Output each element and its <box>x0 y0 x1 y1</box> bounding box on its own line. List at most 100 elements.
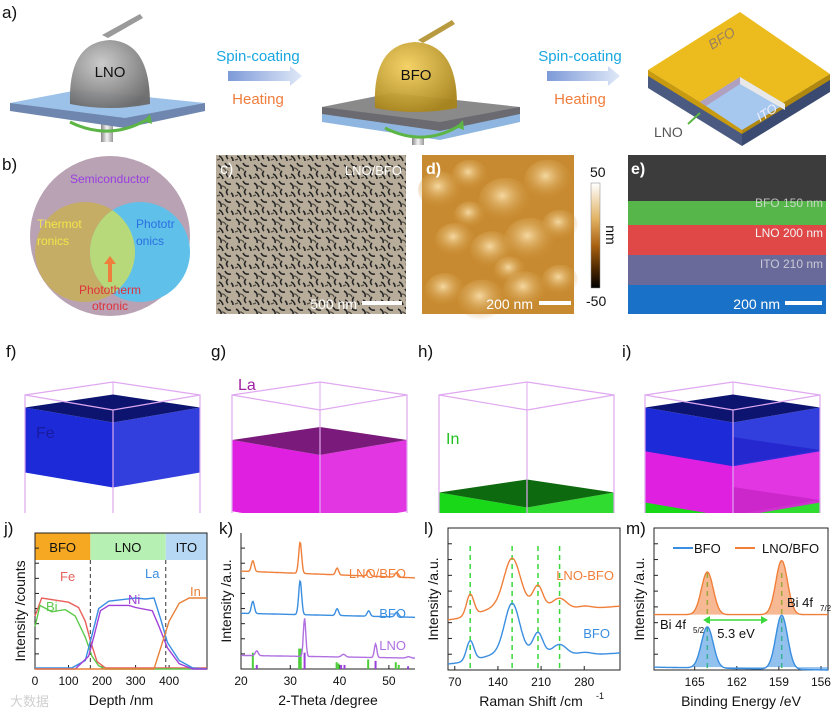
annotation-splitting: 5.3 eV <box>717 626 755 641</box>
series-line-lno-bfo <box>447 557 621 621</box>
x-tick-label: 70 <box>448 675 462 689</box>
chart-l: 70 140 210 280 Raman Shift /cm -1 Intensity /a… <box>425 527 621 709</box>
panel-label-k: k) <box>219 519 233 538</box>
afm-grain <box>542 209 578 241</box>
drop-label-bfo: BFO <box>401 67 432 84</box>
annotation-sub-52: 5/2 <box>693 626 705 635</box>
legend-label-bfo: BFO <box>694 541 721 556</box>
element-slab-front-right <box>527 492 614 513</box>
label-phototronics-2: onics <box>136 234 164 248</box>
colorbar-max: 50 <box>590 164 606 180</box>
panel-label-g: g) <box>211 342 226 361</box>
step1-spin-coating: Spin-coating <box>216 48 299 65</box>
afm-grain <box>418 171 462 209</box>
layer-stack: BFO ITO LNO <box>648 12 830 146</box>
afm-grain <box>435 223 475 257</box>
lno-droplet <box>69 40 150 108</box>
label-semiconductor: Semiconductor <box>70 172 150 186</box>
label-photothermotronic-1: Phototherm <box>79 283 141 297</box>
charts: j) k) l) m) BFO LNO ITO 0 100 200 300 400 Depth … <box>3 519 832 709</box>
element-slab-front-right <box>113 407 200 488</box>
panel-label-d: d) <box>426 161 441 178</box>
element-slab-top <box>645 394 820 423</box>
panel-label-b: b) <box>2 155 17 174</box>
panel-label-i: i) <box>622 342 631 361</box>
afm-grain <box>458 279 506 321</box>
axes-frame <box>447 527 621 671</box>
scale-bar-label: 200 nm <box>486 296 533 312</box>
x-tick-label: 0 <box>32 674 39 688</box>
element-label-fe: Fe <box>36 425 55 442</box>
arrow-head-right <box>761 616 768 624</box>
stack-label-lno: LNO <box>654 124 683 140</box>
annotation-bi-4f52: Bi 4f <box>660 617 686 632</box>
series-fill-lno/bfo <box>654 560 828 615</box>
x-axis-label: Raman Shift /cm <box>479 693 582 709</box>
overlap-region <box>90 202 135 302</box>
ito-layer-band <box>628 255 826 285</box>
lno-pointer-icon <box>687 112 701 125</box>
x-tick-label: 200 <box>92 674 112 688</box>
legend-label-lno-bfo: LNO/BFO <box>762 541 819 556</box>
layer-label-ito: ITO 210 nm <box>760 257 823 271</box>
scale-bar-label: 200 nm <box>733 296 780 312</box>
axes-frame <box>653 527 829 671</box>
x-axis-label: 2-Theta /degree <box>278 692 378 708</box>
afm-grain <box>425 273 465 307</box>
x-tick-label: 30 <box>284 674 298 688</box>
bfo-side <box>648 70 742 134</box>
element-slab-front-right <box>320 440 407 513</box>
scale-bar <box>539 301 571 305</box>
afm-grain <box>542 264 578 296</box>
panel-b-venn: b) Semiconductor Thermot ronics Phototr … <box>2 155 190 316</box>
element-slab-front-left <box>645 450 733 513</box>
annotation-bi-4f72: Bi 4f <box>787 595 813 610</box>
label-la: La <box>145 566 160 581</box>
step2-heating: Heating <box>554 91 606 108</box>
scale-bar-label: 500 nm <box>310 296 357 312</box>
label-bi: Bi <box>46 599 58 614</box>
panel-c-sem: c) LNO/BFO 500 nm <box>216 155 406 314</box>
series-line-bi <box>34 604 207 670</box>
x-tick-label: 210 <box>531 675 551 689</box>
x-tick-label: 280 <box>574 675 594 689</box>
panel-e-cross-section: e) BFO 150 nm LNO 200 nm ITO 210 nm 200 … <box>628 155 826 314</box>
label-photothermotronic-2: otronic <box>92 299 128 313</box>
bfo-top-layer <box>648 12 830 128</box>
panel-label-f: f) <box>6 342 16 361</box>
element-slab-front-right <box>733 407 820 467</box>
lno-layer-band <box>628 225 826 255</box>
rotation-arrow-icon <box>384 122 463 139</box>
colorbar-min: -50 <box>586 293 606 309</box>
spin-coater-bfo: BFO <box>322 20 520 145</box>
rotation-arrow-head <box>456 120 464 130</box>
panel-label-h: h) <box>418 342 433 361</box>
step2-spin-coating: Spin-coating <box>538 48 621 65</box>
label-bfo: BFO <box>583 626 610 641</box>
substrate-band <box>628 285 826 314</box>
annotation-sub-72: 7/2 <box>820 604 832 613</box>
y-axis-label: Intensity /counts <box>12 560 28 661</box>
arrow-head-left <box>703 616 710 624</box>
element-slab-front-left <box>232 440 320 513</box>
series-line-ni <box>35 604 207 670</box>
x-tick-label: 140 <box>488 675 508 689</box>
series-line-lno-bfo <box>241 541 415 579</box>
y-axis-label: Intensity /a.u. <box>631 557 647 640</box>
series-line-lno <box>241 618 415 659</box>
label-lno-bfo: LNO/BFO <box>349 566 406 581</box>
label-phototronics-1: Phototr <box>136 217 175 231</box>
x-axis-label: Binding Energy /eV <box>681 693 802 709</box>
x-tick-label: 50 <box>382 674 396 688</box>
label-bfo: BFO <box>379 606 406 621</box>
layer-label-bfo: BFO 150 nm <box>755 196 823 210</box>
panel-label-a: a) <box>2 3 17 22</box>
afm-grain <box>454 201 486 229</box>
tof-sims-3d-panels: f) g) h) i) <box>6 342 821 513</box>
series-fill-bfo <box>654 615 828 670</box>
sem-label: LNO/BFO <box>345 163 402 178</box>
x-tick-label: 400 <box>159 674 179 688</box>
x-tick-label: 159 <box>769 675 789 689</box>
pipette-icon <box>418 20 455 43</box>
rotation-arrow-head <box>144 114 152 124</box>
